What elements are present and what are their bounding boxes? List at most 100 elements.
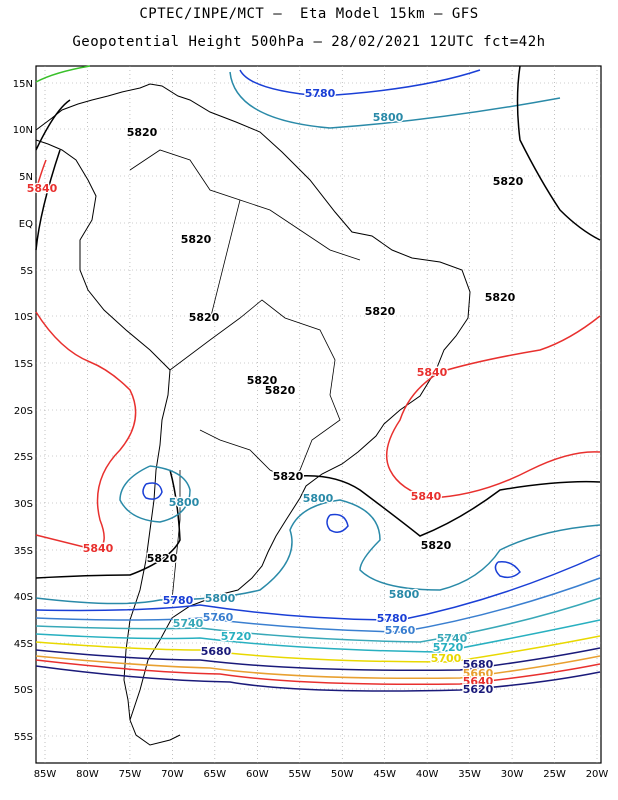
contour-label: 5740 (173, 617, 204, 630)
lat-tick-label: EQ (19, 219, 33, 230)
lon-tick-label: 20W (586, 769, 609, 780)
contour-5780-small-low (326, 513, 349, 533)
contour-label: 5640 (463, 675, 494, 688)
contour-label: 5820 (273, 470, 304, 483)
contour-5840-northwest (35, 159, 47, 191)
contour-5800-south (35, 499, 601, 605)
contour-5660 (35, 655, 601, 680)
contour-label: 5720 (433, 641, 464, 654)
contour-label: 5760 (385, 624, 416, 637)
lat-tick-label: 10N (13, 125, 33, 136)
lat-tick-label: 30S (14, 499, 33, 510)
lat-tick-label: 40S (14, 592, 33, 603)
lon-tick-label: 80W (76, 769, 99, 780)
contour-5820-southeast (279, 474, 601, 537)
lon-tick-label: 65W (204, 769, 227, 780)
contour-label: 5820 (493, 175, 524, 188)
contour-label: 5800 (373, 111, 404, 124)
contour-5620 (35, 665, 601, 692)
longitude-axis: 85W 80W 75W 70W 65W 60W 55W 50W 45W 40W 35W 30W 25W 2… (34, 769, 609, 780)
lon-tick-label: 70W (161, 769, 184, 780)
country-border-5 (209, 199, 241, 321)
contour-5780-east-low (494, 560, 521, 579)
lat-tick-label: 55S (14, 732, 33, 743)
latitude-axis: 15N 10N 5N EQ 5S 10S 15S 20S 25S 30S 35S 40S 45S 50S 5… (13, 79, 33, 743)
contour-label: 5740 (437, 632, 468, 645)
lat-tick-label: 5N (19, 172, 33, 183)
contour-label: 5820 (421, 539, 452, 552)
contour-label: 5760 (203, 611, 234, 624)
lat-tick-label: 25S (14, 452, 33, 463)
contour-label: 5820 (127, 126, 158, 139)
lon-tick-label: 30W (501, 769, 524, 780)
contour-5740 (35, 597, 601, 643)
contour-5840-east (385, 315, 601, 499)
contour-label: 5800 (169, 496, 200, 509)
lat-tick-label: 10S (14, 312, 33, 323)
contour-label: 5780 (305, 87, 336, 100)
tierra-del-fuego (129, 719, 181, 746)
contour-5820-south (35, 469, 181, 579)
contour-5720 (35, 619, 601, 653)
contour-5800-north (229, 71, 561, 129)
contour-label: 5720 (221, 630, 252, 643)
contour-labels: 5780580058205820582058405820582058205820… (25, 86, 524, 698)
contour-label: 5820 (189, 311, 220, 324)
contour-label: 5820 (265, 384, 296, 397)
lon-tick-label: 35W (458, 769, 481, 780)
contour-label: 5780 (163, 594, 194, 607)
contour-5840-west (35, 311, 137, 551)
contour-label: 5840 (83, 542, 114, 555)
contour-5700 (35, 635, 601, 663)
south-america-coastline (35, 83, 471, 721)
contour-label: 5660 (463, 667, 494, 680)
contour-label: 5820 (147, 552, 178, 565)
lon-tick-label: 60W (246, 769, 269, 780)
contour-green (35, 65, 91, 83)
contour-label: 5680 (463, 658, 494, 671)
lon-tick-label: 85W (34, 769, 57, 780)
lon-tick-label: 55W (288, 769, 311, 780)
map-title-line-1: CPTEC/INPE/MCT – Eta Model 15km – GFS (139, 6, 479, 22)
contour-5780-band (35, 554, 601, 621)
country-border-3 (199, 429, 291, 481)
lat-tick-label: 45S (14, 639, 33, 650)
contour-label: 5820 (485, 291, 516, 304)
lat-tick-label: 5S (20, 266, 33, 277)
contour-5640 (35, 659, 601, 686)
contours (35, 65, 601, 692)
lon-tick-label: 40W (416, 769, 439, 780)
contour-label: 5700 (431, 652, 462, 665)
lat-tick-label: 20S (14, 406, 33, 417)
contour-5820-east (516, 65, 601, 241)
contour-label: 5800 (389, 588, 420, 601)
map-frame (35, 65, 602, 764)
contour-5820-west (35, 99, 71, 251)
lon-tick-label: 25W (543, 769, 566, 780)
country-border-1 (169, 299, 341, 481)
lon-tick-label: 50W (331, 769, 354, 780)
contour-5780-low (142, 482, 163, 500)
contour-5800-low (119, 465, 191, 523)
contour-label: 5820 (181, 233, 212, 246)
contour-label: 5820 (247, 374, 278, 387)
lat-tick-label: 50S (14, 685, 33, 696)
contour-label: 5800 (205, 592, 236, 605)
map-title-line-2: Geopotential Height 500hPa – 28/02/2021 … (72, 34, 546, 50)
contour-5760 (35, 577, 601, 633)
coastlines (35, 83, 471, 746)
lat-tick-label: 35S (14, 546, 33, 557)
contour-5680 (35, 647, 601, 672)
contour-label: 5620 (463, 683, 494, 696)
contour-label: 5800 (303, 492, 334, 505)
lon-tick-label: 45W (373, 769, 396, 780)
contour-label: 5840 (27, 182, 58, 195)
contour-label: 5780 (377, 612, 408, 625)
country-border-4 (171, 470, 181, 601)
lon-tick-label: 75W (119, 769, 142, 780)
contour-label: 5680 (201, 645, 232, 658)
contour-5780-north (239, 69, 481, 97)
lat-tick-label: 15S (14, 359, 33, 370)
contour-label: 5840 (417, 366, 448, 379)
